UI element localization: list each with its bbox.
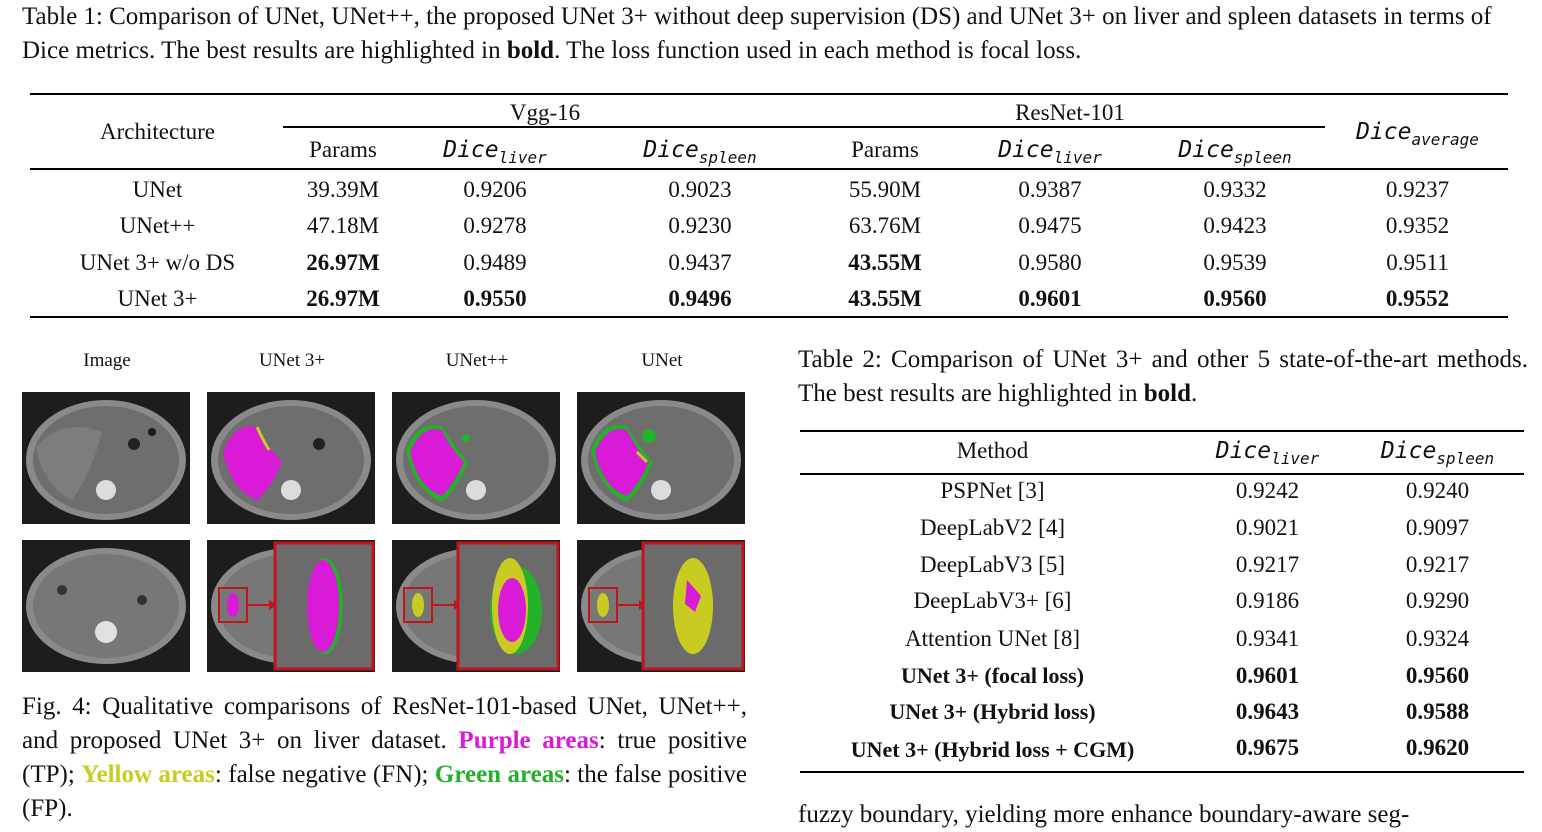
t1-r3-vgg-liver: 0.9489 <box>463 250 527 275</box>
t2-r7-method: UNet 3+ (Hybrid loss) <box>889 699 1096 724</box>
t2-r1-method: PSPNet [3] <box>940 478 1045 503</box>
t1-r2-resnet-params: 63.76M <box>848 213 922 238</box>
table1-caption: Table 1: Comparison of UNet, UNet++, the… <box>22 3 1492 64</box>
t1-r2-resnet-liver: 0.9475 <box>1018 213 1082 238</box>
table1-group-rule <box>283 126 1325 128</box>
t2-r5-liver: 0.9341 <box>1235 626 1300 651</box>
t1-header-vgg16: Vgg-16 <box>509 100 581 125</box>
t1-r2-vgg-liver: 0.9278 <box>463 213 527 238</box>
t1-r1-arch: UNet <box>132 177 183 202</box>
t2-r2-spleen: 0.9097 <box>1405 515 1470 540</box>
t1-r3-arch: UNet 3+ w/o DS <box>79 250 236 275</box>
t2-header-dice-spleen: Dicespleen <box>1380 438 1495 468</box>
table2-caption: Table 2: Comparison of UNet 3+ and other… <box>798 346 1528 407</box>
t1-r3-resnet-liver: 0.9580 <box>1018 250 1082 275</box>
t1-r1-resnet-spleen: 0.9332 <box>1203 177 1267 202</box>
fig4-ct-unet-row1 <box>577 392 745 524</box>
t2-r4-method: DeepLabV3+ [6] <box>913 588 1072 613</box>
t1-r3-resnet-params: 43.55M <box>848 250 922 275</box>
t2-r5-spleen: 0.9324 <box>1405 626 1470 651</box>
table1-bottom-rule <box>30 316 1508 318</box>
t1-r4-vgg-params: 26.97M <box>306 286 380 311</box>
t1-r4-resnet-liver: 0.9601 <box>1018 286 1082 311</box>
table2-bottom-rule <box>800 771 1524 773</box>
t2-r8-liver: 0.9675 <box>1235 735 1300 760</box>
t1-r1-vgg-spleen: 0.9023 <box>668 177 732 202</box>
t2-r8-method: UNet 3+ (Hybrid loss + CGM) <box>850 737 1135 762</box>
t1-r4-vgg-spleen: 0.9496 <box>668 286 732 311</box>
t1-r1-average: 0.9237 <box>1385 177 1450 202</box>
t1-r4-resnet-params: 43.55M <box>848 286 922 311</box>
t2-header-method: Method <box>956 438 1029 463</box>
t1-r1-vgg-params: 39.39M <box>306 177 380 202</box>
t1-r4-average: 0.9552 <box>1385 286 1450 311</box>
t2-r7-spleen: 0.9588 <box>1405 699 1470 724</box>
t2-r3-liver: 0.9217 <box>1235 552 1300 577</box>
table1-header-rule <box>30 168 1508 170</box>
t1-r3-vgg-params: 26.97M <box>306 250 380 275</box>
t1-r2-resnet-spleen: 0.9423 <box>1203 213 1267 238</box>
t1-r4-resnet-spleen: 0.9560 <box>1203 286 1267 311</box>
t1-r3-vgg-spleen: 0.9437 <box>668 250 732 275</box>
t1-r2-vgg-spleen: 0.9230 <box>668 213 732 238</box>
fig4-label-unet: UNet <box>641 350 683 371</box>
fig4-ct-unet-row2 <box>577 540 745 672</box>
t1-r2-arch: UNet++ <box>119 213 196 238</box>
t1-r1-resnet-liver: 0.9387 <box>1018 177 1082 202</box>
t1-header-dice-average: Diceaverage <box>1356 119 1479 149</box>
figure4-caption: Fig. 4: Qualitative comparisons of ResNe… <box>22 693 748 822</box>
t1-r4-vgg-liver: 0.9550 <box>463 286 527 311</box>
t2-r1-liver: 0.9242 <box>1235 478 1300 503</box>
t2-r7-liver: 0.9643 <box>1235 699 1300 724</box>
t1-header-vgg-params: Params <box>309 137 377 162</box>
t2-r4-spleen: 0.9290 <box>1405 588 1470 613</box>
t1-r2-vgg-params: 47.18M <box>306 213 380 238</box>
t2-r4-liver: 0.9186 <box>1235 588 1300 613</box>
t2-r2-liver: 0.9021 <box>1235 515 1300 540</box>
t1-r1-vgg-liver: 0.9206 <box>463 177 527 202</box>
t1-header-resnet-dice-spleen: Dicespleen <box>1178 137 1292 167</box>
table2-header-rule <box>800 473 1524 475</box>
t1-r3-average: 0.9511 <box>1386 250 1449 275</box>
t1-r4-arch: UNet 3+ <box>117 286 198 311</box>
table2-top-rule <box>800 430 1524 432</box>
t1-header-vgg-dice-liver: Diceliver <box>443 137 547 167</box>
t2-r3-method: DeepLabV3 [5] <box>920 552 1065 577</box>
t2-r3-spleen: 0.9217 <box>1405 552 1470 577</box>
fig4-ct-unetpp-row2 <box>392 540 560 672</box>
fig4-ct-image-row1 <box>22 392 190 524</box>
t2-r6-spleen: 0.9560 <box>1405 663 1470 688</box>
t1-r3-resnet-spleen: 0.9539 <box>1203 250 1267 275</box>
t1-r1-resnet-params: 55.90M <box>848 177 922 202</box>
t1-header-resnet101: ResNet-101 <box>1015 100 1125 125</box>
t2-r6-liver: 0.9601 <box>1235 663 1300 688</box>
t1-header-resnet-dice-liver: Diceliver <box>998 137 1102 167</box>
fig4-label-unetpp: UNet++ <box>445 350 509 371</box>
fig4-ct-unet3plus-row2 <box>207 540 375 672</box>
t2-r8-spleen: 0.9620 <box>1405 735 1470 760</box>
t2-r2-method: DeepLabV2 [4] <box>920 515 1065 540</box>
table1-top-rule <box>30 93 1508 95</box>
t2-r1-spleen: 0.9240 <box>1405 478 1470 503</box>
fig4-label-image: Image <box>83 350 131 371</box>
t2-r6-method: UNet 3+ (focal loss) <box>901 663 1084 688</box>
fig4-ct-unet3plus-row1 <box>207 392 375 524</box>
fig4-ct-unetpp-row1 <box>392 392 560 524</box>
fig4-label-unet3plus: UNet 3+ <box>258 350 326 371</box>
t1-header-resnet-params: Params <box>851 137 919 162</box>
t2-header-dice-liver: Diceliver <box>1215 438 1320 468</box>
t2-r5-method: Attention UNet [8] <box>904 626 1080 651</box>
t1-r2-average: 0.9352 <box>1385 213 1450 238</box>
t1-header-architecture: Architecture <box>100 119 215 144</box>
body-text-line: fuzzy boundary, yielding more enhance bo… <box>798 801 1410 828</box>
t1-header-vgg-dice-spleen: Dicespleen <box>643 137 757 167</box>
fig4-ct-image-row2 <box>22 540 190 672</box>
